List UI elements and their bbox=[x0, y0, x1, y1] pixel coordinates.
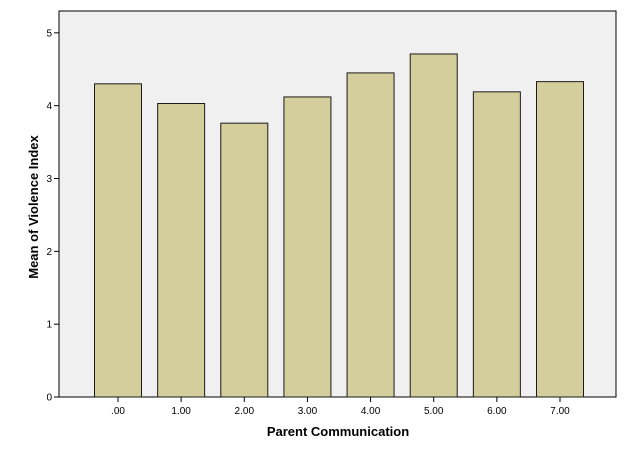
plot-area bbox=[58, 10, 617, 398]
x-tick-label: 6.00 bbox=[487, 406, 507, 417]
y-tick-label: 0 bbox=[46, 393, 52, 404]
y-tick-label: 5 bbox=[46, 28, 52, 39]
bar-0 bbox=[94, 83, 142, 398]
x-tick-label: 7.00 bbox=[550, 406, 570, 417]
bar-4 bbox=[346, 72, 395, 398]
bar-3 bbox=[283, 96, 332, 398]
x-tick-label: .00 bbox=[111, 406, 125, 417]
y-tick-label: 3 bbox=[46, 174, 52, 185]
bar-6 bbox=[472, 91, 521, 398]
x-axis-ticks: .00 1.00 2.00 3.00 4.00 5.00 6.00 7.00 bbox=[111, 397, 570, 417]
bar-5 bbox=[409, 53, 458, 398]
x-tick-label: 3.00 bbox=[298, 406, 318, 417]
y-axis-title: Mean of Violence Index bbox=[26, 134, 41, 278]
y-tick-label: 4 bbox=[46, 101, 52, 112]
x-tick-label: 5.00 bbox=[424, 406, 444, 417]
y-tick-label: 1 bbox=[46, 320, 52, 331]
x-axis-title: Parent Communication bbox=[267, 424, 409, 439]
y-tick-label: 2 bbox=[46, 247, 52, 258]
x-tick-label: 4.00 bbox=[361, 406, 381, 417]
bar-7 bbox=[536, 81, 584, 398]
bars bbox=[94, 53, 584, 398]
bar-1 bbox=[157, 102, 206, 398]
bar-2 bbox=[220, 122, 269, 398]
x-tick-label: 1.00 bbox=[171, 406, 191, 417]
x-tick-label: 2.00 bbox=[235, 406, 255, 417]
y-axis-ticks: 0 1 2 3 4 5 bbox=[46, 28, 59, 404]
